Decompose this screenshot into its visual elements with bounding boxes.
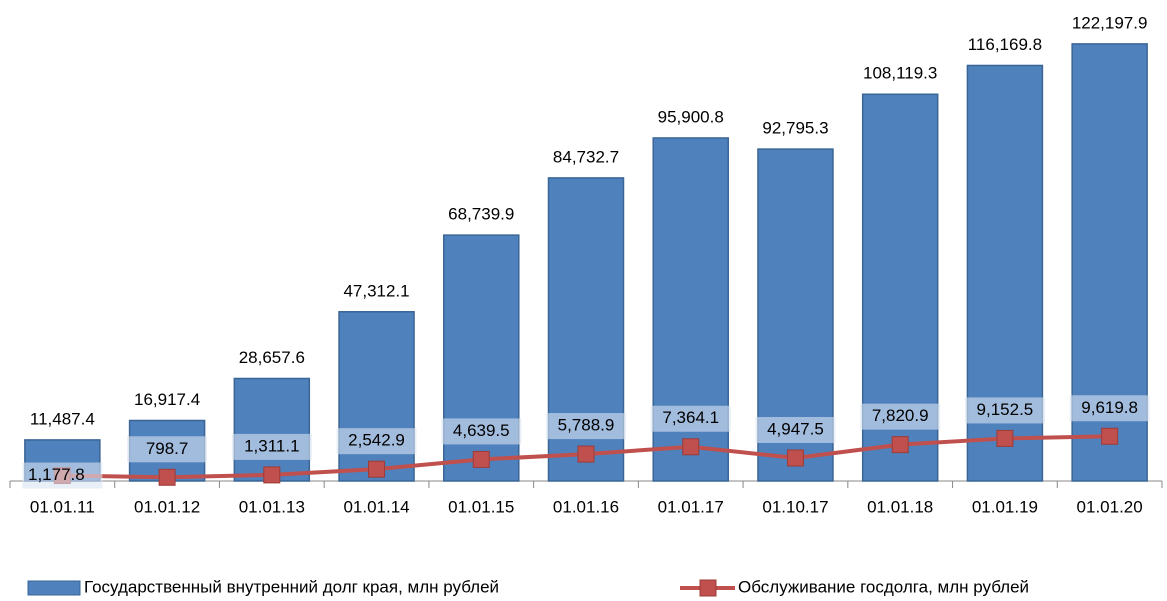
x-tick-label: 01.10.17 xyxy=(762,497,828,516)
bar-value-label: 122,197.9 xyxy=(1072,13,1148,32)
line-value-label: 1,311.1 xyxy=(244,436,299,455)
line-label-box xyxy=(650,405,731,432)
line-marker xyxy=(263,466,281,484)
line-value-label: 4,947.5 xyxy=(767,419,824,438)
line-marker xyxy=(472,450,490,468)
bar-value-label: 108,119.3 xyxy=(863,64,937,83)
bar xyxy=(338,311,415,482)
line-marker xyxy=(786,449,804,467)
line-value-label: 9,619.8 xyxy=(1081,398,1138,417)
bar-value-label: 16,917.4 xyxy=(134,390,200,409)
line-value-label: 9,152.5 xyxy=(977,400,1034,419)
line-label-box xyxy=(336,428,417,455)
line-value-label: 1,177.8 xyxy=(28,465,85,484)
line-value-label: 5,788.9 xyxy=(558,416,615,435)
line-marker xyxy=(996,429,1014,447)
line-marker xyxy=(891,436,909,454)
line-value-label: 7,364.1 xyxy=(662,408,719,427)
x-tick-label: 01.01.20 xyxy=(1077,497,1143,516)
line-value-label: 2,542.9 xyxy=(348,431,405,450)
x-tick-label: 01.01.17 xyxy=(658,497,724,516)
x-tick-label: 01.01.18 xyxy=(867,497,933,516)
bar-value-label: 47,312.1 xyxy=(343,281,409,300)
legend-label: Обслуживание госдолга, млн рублей xyxy=(738,577,1029,596)
bar-value-label: 28,657.6 xyxy=(239,348,305,367)
line-marker xyxy=(158,468,176,486)
bar xyxy=(233,377,311,482)
line-label-box xyxy=(860,403,941,430)
x-tick-label: 01.01.16 xyxy=(553,497,619,516)
line-marker xyxy=(577,445,595,463)
bar-value-label: 92,795.3 xyxy=(762,119,828,138)
legend-label: Государственный внутренний долг края, мл… xyxy=(84,577,499,596)
line-value-label: 4,639.5 xyxy=(453,421,510,440)
bar-value-label: 84,732.7 xyxy=(553,147,619,166)
line-label-box xyxy=(1069,395,1150,422)
x-tick-label: 01.01.19 xyxy=(972,497,1038,516)
line-marker xyxy=(368,460,386,478)
bar-value-label: 95,900.8 xyxy=(658,107,724,126)
line-value-label: 7,820.9 xyxy=(872,406,929,425)
legend-swatch xyxy=(27,580,81,596)
line-value-label: 798.7 xyxy=(146,439,189,458)
line-label-box xyxy=(964,397,1045,424)
x-tick-label: 01.01.12 xyxy=(134,497,200,516)
bar-value-label: 68,739.9 xyxy=(448,205,514,224)
x-tick-label: 01.01.13 xyxy=(239,497,305,516)
x-tick-label: 01.01.14 xyxy=(343,497,409,516)
line-label-box xyxy=(22,462,103,489)
line-label-box xyxy=(231,433,312,460)
line-label-box xyxy=(546,413,626,440)
legend-marker xyxy=(699,579,717,597)
line-label-box xyxy=(441,418,522,445)
line-label-box xyxy=(127,436,208,463)
bar-value-label: 11,487.4 xyxy=(30,409,95,428)
line-marker xyxy=(1101,427,1119,445)
x-tick-label: 01.01.15 xyxy=(448,497,514,516)
bar-value-label: 116,169.8 xyxy=(968,35,1042,54)
line-marker xyxy=(682,438,700,456)
x-tick-label: 01.01.11 xyxy=(30,497,95,516)
line-label-box xyxy=(755,416,836,443)
